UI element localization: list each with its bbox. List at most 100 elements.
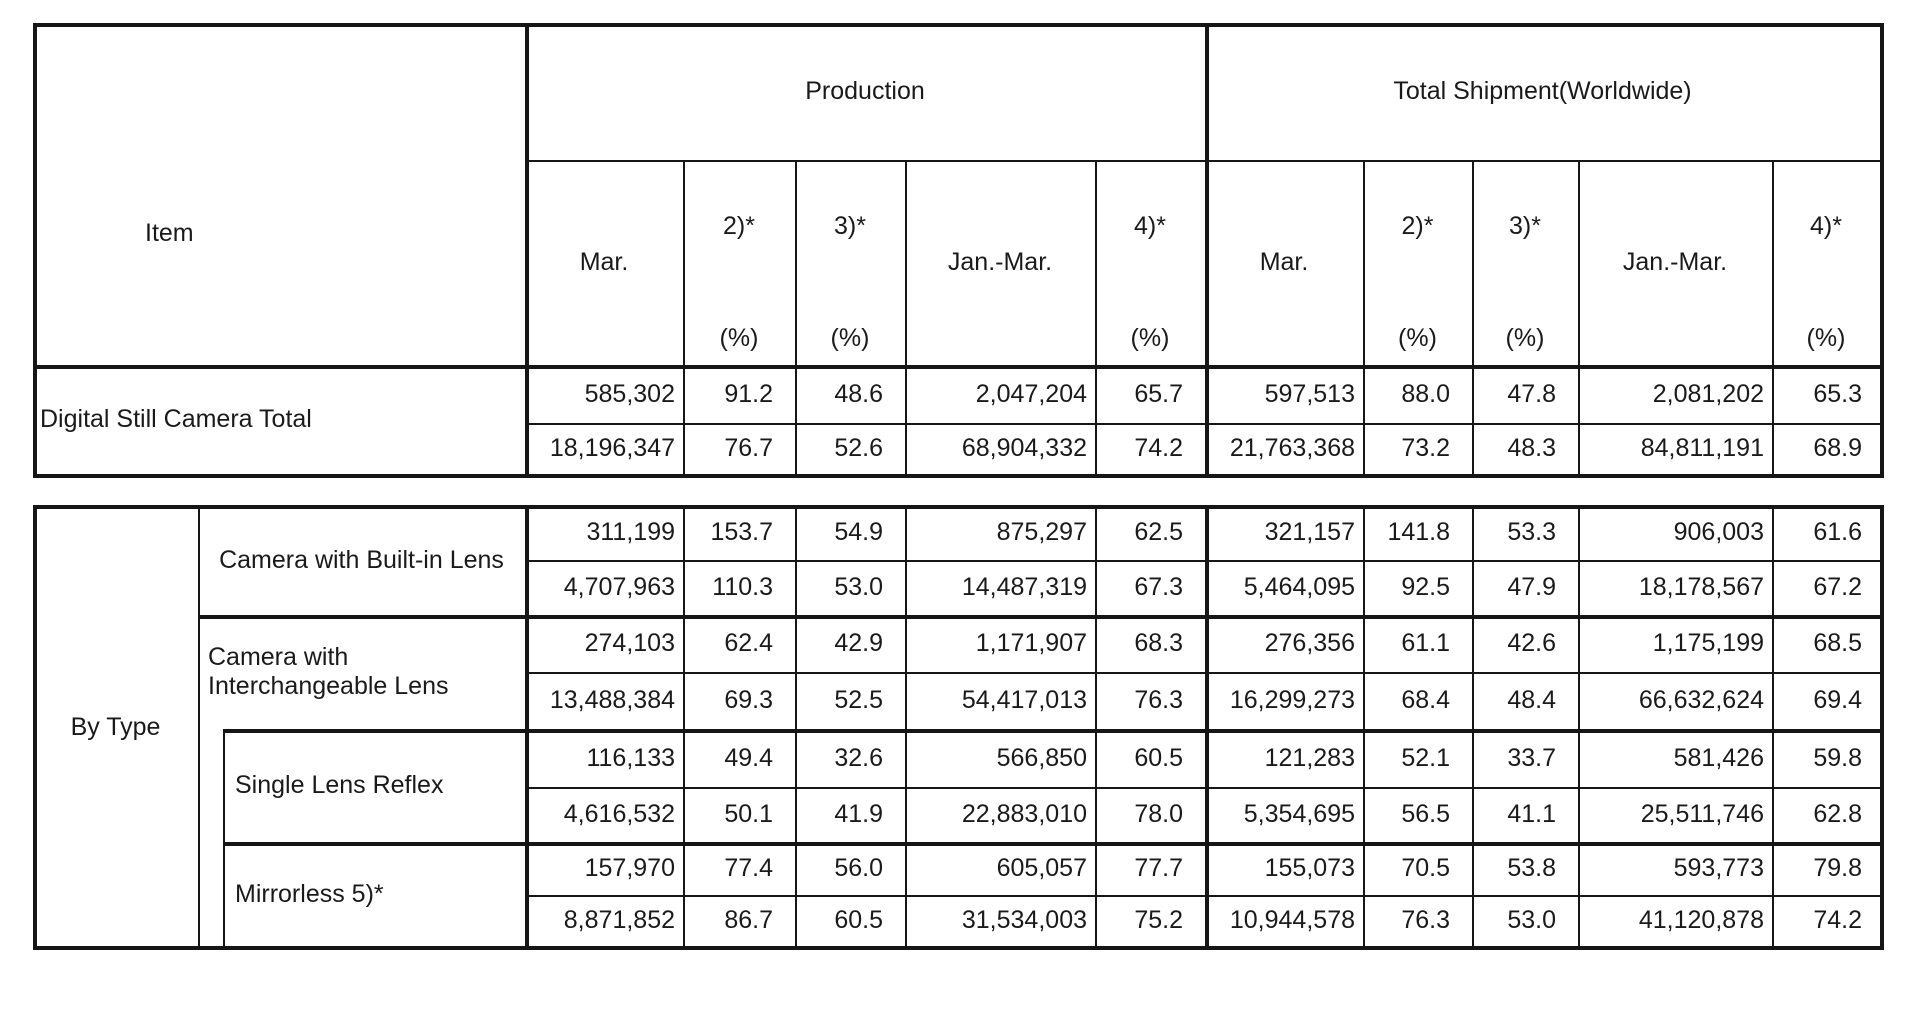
col-code: 2)* bbox=[723, 212, 755, 240]
value-cell: 68.4 bbox=[1401, 686, 1450, 714]
value-cell: 585,302 bbox=[584, 379, 675, 408]
value-cell: 42.6 bbox=[1507, 629, 1556, 657]
value-cell: 77.7 bbox=[1134, 854, 1183, 882]
value-cell: 56.0 bbox=[834, 854, 883, 882]
value-cell: 8,871,852 bbox=[563, 906, 675, 934]
value-cell: 66,632,624 bbox=[1638, 686, 1764, 714]
value-cell: 597,513 bbox=[1264, 379, 1355, 408]
category-divider-line bbox=[223, 842, 1884, 846]
column-line bbox=[1095, 505, 1097, 950]
col-header-ship-2: 2)* (%) bbox=[1363, 160, 1472, 365]
value-cell: 153.7 bbox=[710, 518, 773, 546]
column-line bbox=[1772, 160, 1774, 478]
value-cell: 73.2 bbox=[1401, 434, 1450, 462]
col-header-prod-4: 4)* (%) bbox=[1095, 160, 1205, 365]
value-cell: 13,488,384 bbox=[549, 686, 675, 714]
value-cell: 60.5 bbox=[834, 906, 883, 934]
col-header-prod-mar: Mar. bbox=[579, 248, 629, 276]
value-cell: 2,081,202 bbox=[1652, 379, 1764, 408]
value-cell: 61.1 bbox=[1401, 629, 1450, 657]
value-cell: 875,297 bbox=[996, 518, 1087, 546]
value-cell: 78.0 bbox=[1134, 800, 1183, 828]
value-cell: 42.9 bbox=[834, 629, 883, 657]
col-header-ship-mar: Mar. bbox=[1259, 248, 1309, 276]
value-cell: 21,763,368 bbox=[1229, 434, 1355, 462]
percent-unit: (%) bbox=[719, 324, 759, 352]
nested-group-border bbox=[223, 729, 225, 950]
value-cell: 14,487,319 bbox=[961, 573, 1087, 601]
value-cell: 59.8 bbox=[1813, 743, 1862, 772]
value-cell: 605,057 bbox=[996, 854, 1087, 882]
value-cell: 16,299,273 bbox=[1229, 686, 1355, 714]
value-cell: 2,047,204 bbox=[975, 379, 1087, 408]
value-cell: 18,178,567 bbox=[1638, 573, 1764, 601]
value-cell: 84,811,191 bbox=[1640, 434, 1764, 462]
category-label-builtin: Camera with Built-in Lens bbox=[219, 545, 504, 574]
value-cell: 65.3 bbox=[1813, 379, 1862, 408]
column-line bbox=[795, 505, 797, 950]
value-cell: 52.5 bbox=[834, 686, 883, 714]
category-label-slr: Single Lens Reflex bbox=[235, 771, 444, 799]
column-line bbox=[683, 505, 685, 950]
value-cell: 157,970 bbox=[584, 854, 675, 882]
value-cell: 10,944,578 bbox=[1229, 906, 1355, 934]
value-cell: 5,464,095 bbox=[1243, 573, 1355, 601]
column-line bbox=[1772, 505, 1774, 950]
bytype-divider bbox=[198, 505, 200, 950]
column-line bbox=[1472, 160, 1474, 478]
percent-unit: (%) bbox=[830, 324, 870, 352]
percent-unit: (%) bbox=[1398, 324, 1437, 352]
column-line bbox=[795, 160, 797, 478]
value-cell: 321,157 bbox=[1264, 518, 1355, 546]
value-cell: 70.5 bbox=[1401, 854, 1450, 882]
col-header-ship-4: 4)* (%) bbox=[1772, 160, 1880, 365]
value-cell: 110.3 bbox=[712, 573, 773, 601]
value-cell: 581,426 bbox=[1673, 743, 1764, 772]
value-cell: 18,196,347 bbox=[549, 434, 675, 462]
percent-unit: (%) bbox=[1130, 324, 1170, 352]
value-cell: 62.4 bbox=[724, 629, 773, 657]
value-cell: 65.7 bbox=[1134, 379, 1183, 408]
value-cell: 41.9 bbox=[834, 800, 883, 828]
production-shipment-divider bbox=[1205, 23, 1209, 478]
table-border-right bbox=[1880, 23, 1884, 478]
table-border-left bbox=[33, 505, 37, 950]
value-cell: 906,003 bbox=[1673, 518, 1764, 546]
value-cell: 62.5 bbox=[1134, 518, 1183, 546]
column-line bbox=[1578, 505, 1580, 950]
table-border-bottom bbox=[33, 474, 1884, 478]
column-line bbox=[905, 160, 907, 478]
value-cell: 62.8 bbox=[1813, 800, 1862, 828]
header-bottom-line bbox=[33, 365, 1884, 369]
value-cell: 52.6 bbox=[834, 434, 883, 462]
column-line bbox=[1363, 505, 1365, 950]
value-cell: 41.1 bbox=[1507, 800, 1556, 828]
value-cell: 5,354,695 bbox=[1243, 800, 1355, 828]
value-cell: 68,904,332 bbox=[961, 434, 1087, 462]
value-cell: 77.4 bbox=[724, 854, 773, 882]
value-cell: 53.3 bbox=[1507, 518, 1556, 546]
col-code: 4)* bbox=[1810, 212, 1842, 240]
column-line bbox=[1472, 505, 1474, 950]
value-cell: 47.9 bbox=[1507, 573, 1556, 601]
row-divider-line bbox=[525, 560, 1884, 562]
column-line bbox=[1578, 160, 1580, 478]
column-line bbox=[1095, 160, 1097, 478]
value-cell: 54.9 bbox=[834, 518, 883, 546]
value-cell: 593,773 bbox=[1673, 854, 1764, 882]
col-code: 3)* bbox=[1509, 212, 1541, 240]
summary-table: Item Production Total Shipment(Worldwide… bbox=[33, 23, 1884, 478]
value-cell: 566,850 bbox=[996, 743, 1087, 772]
value-cell: 41,120,878 bbox=[1638, 906, 1764, 934]
value-cell: 69.3 bbox=[724, 686, 773, 714]
col-code: 4)* bbox=[1134, 212, 1166, 240]
value-cell: 74.2 bbox=[1813, 906, 1862, 934]
value-cell: 31,534,003 bbox=[961, 906, 1087, 934]
value-cell: 274,103 bbox=[584, 629, 675, 657]
value-cell: 48.3 bbox=[1507, 434, 1556, 462]
value-cell: 52.1 bbox=[1401, 743, 1450, 772]
row-divider-line bbox=[525, 423, 1884, 425]
value-cell: 4,616,532 bbox=[563, 800, 675, 828]
production-shipment-divider bbox=[1205, 505, 1209, 950]
row-divider-line bbox=[525, 895, 1884, 897]
